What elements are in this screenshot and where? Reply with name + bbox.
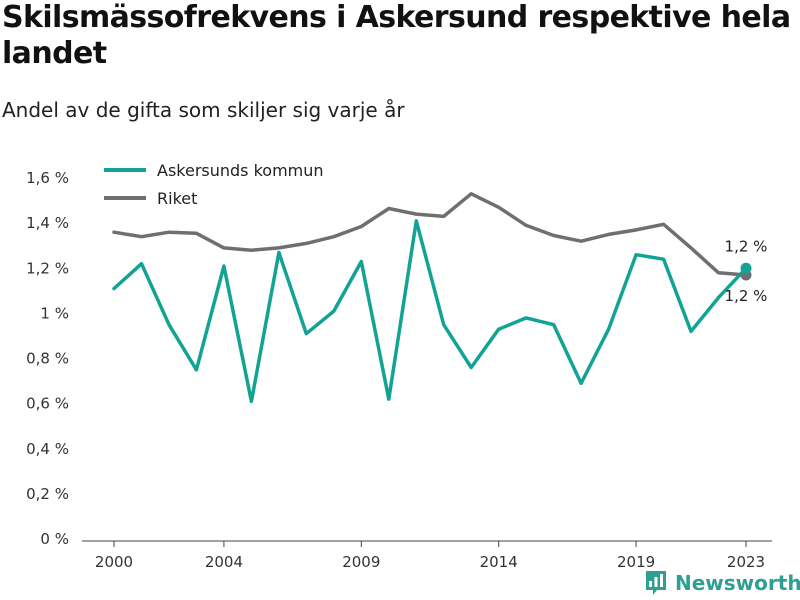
y-tick-label: 0,2 % [26,485,69,503]
y-axis: 0 % 0,2 % 0,4 % 0,6 % 0,8 % 1 % 1,2 % 1,4 % 1,6 … [26,169,69,548]
y-tick-label: 1,2 % [26,259,69,277]
x-axis: 2000 2004 2009 2014 2019 2023 [82,540,772,571]
x-tick-label: 2014 [480,553,518,571]
x-tick-label: 2023 [727,553,765,571]
bar-chart-logo-icon [645,570,667,596]
series-line-askersund [112,219,748,404]
chart-subtitle: Andel av de gifta som skiljer sig varje … [2,98,405,122]
y-tick-label: 1 % [40,304,69,322]
chart-title: Skilsmässofrekvens i Askersund respektiv… [2,0,791,71]
x-tick-label: 2004 [205,553,243,571]
end-point-askersund [740,262,752,274]
y-tick-label: 1,4 % [26,214,69,232]
legend-label-askersund: Askersunds kommun [157,161,324,180]
end-label-askersund: 1,2 % [725,237,768,255]
y-tick-label: 0 % [40,530,69,548]
x-tick-label: 2019 [617,553,655,571]
x-tick-label: 2009 [342,553,380,571]
brand-name: Newsworthy [675,571,800,595]
end-markers: 1,2 % 1,2 % [725,237,768,305]
legend: Askersunds kommun Riket [104,161,324,208]
y-tick-label: 0,8 % [26,350,69,368]
y-tick-label: 1,6 % [26,169,69,187]
y-tick-label: 0,6 % [26,395,69,413]
y-tick-label: 0,4 % [26,440,69,458]
series-layer [112,192,748,404]
series-line-riket [112,192,748,277]
x-tick-label: 2000 [95,553,133,571]
legend-label-riket: Riket [157,189,197,208]
end-label-riket: 1,2 % [725,287,768,305]
newsworthy-logo: Newsworthy [645,568,800,598]
